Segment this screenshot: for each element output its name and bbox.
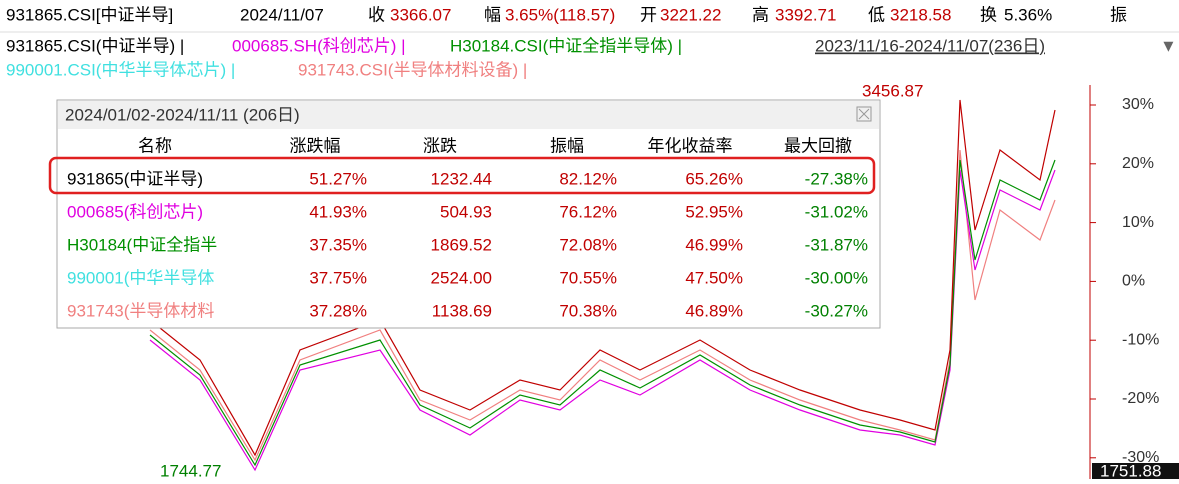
last-box (1092, 463, 1179, 479)
cell: 1232.44 (431, 169, 492, 188)
axis-tick-label: 0% (1122, 273, 1145, 290)
legend-item: 990001.CSI(中华半导体芯片) | (6, 60, 235, 79)
quote-label: 开 (640, 5, 657, 24)
axis-tick-label: 20% (1122, 155, 1154, 172)
legend-item: 000685.SH(科创芯片) | (232, 36, 406, 55)
stats-table: 名称 涨跌幅 涨跌 振幅 年化收益率 最大回撤 931865(中证半导) 51.27% 1232… (67, 136, 868, 320)
date-range[interactable]: 2023/11/16-2024/11/07(236日) (815, 36, 1045, 55)
column-header: 涨跌 (423, 136, 457, 155)
row-name: 931743(半导体材料 (67, 301, 214, 320)
popup (56, 99, 881, 329)
cell: 1869.52 (431, 235, 492, 254)
quote-label: 幅 (484, 5, 501, 24)
row-name: H30184(中证全指半 (67, 235, 217, 254)
close-icon (858, 108, 870, 120)
axis-tick-label: -20% (1122, 390, 1159, 407)
row-name: 990001(中华半导体 (67, 268, 214, 287)
cell: 37.75% (309, 268, 367, 287)
low-label: 1744.77 (160, 461, 221, 479)
cell: 46.89% (685, 301, 743, 320)
legend-item: 931743.CSI(半导体材料设备) | (298, 60, 527, 79)
row-name: 000685(科创芯片) (67, 202, 203, 221)
column-header: 涨跌幅 (290, 136, 341, 155)
legend-item: H30184.CSI(中证全指半导体) | (450, 36, 682, 55)
axis-tick-label: -10% (1122, 331, 1159, 348)
cell: -31.87% (805, 235, 868, 254)
column-header: 最大回撤 (784, 136, 852, 155)
cell: 76.12% (559, 202, 617, 221)
cell: 72.08% (559, 235, 617, 254)
cell: -31.02% (805, 202, 868, 221)
quote-label: 收 (368, 5, 385, 24)
quote-label: 高 (752, 5, 769, 24)
cell: 1138.69 (432, 301, 492, 320)
cell: 52.95% (685, 202, 743, 221)
column-header: 年化收益率 (648, 136, 733, 155)
cell: 46.99% (685, 235, 743, 254)
axis-tick-label: 30% (1122, 96, 1154, 113)
cell: -30.00% (805, 268, 868, 287)
cell: 41.93% (309, 202, 367, 221)
axis-tick-label: 10% (1122, 214, 1154, 231)
cell: 51.27% (309, 169, 367, 188)
close-button[interactable] (856, 106, 872, 122)
cell: -27.38% (805, 169, 868, 188)
y-axis: 30% 20% 10% 0% -10% -20% -30% (1090, 96, 1159, 466)
range-arrow[interactable]: ▼ (1160, 36, 1177, 55)
highlight (48, 156, 876, 195)
quote-label: 低 (868, 5, 885, 24)
quote-label: 换 (980, 5, 997, 24)
cell: 70.55% (559, 268, 617, 287)
high-label: 3456.87 (862, 81, 923, 100)
quote-value: 3392.71 (775, 5, 836, 24)
axis-tick-label: -30% (1122, 449, 1159, 466)
column-header: 振幅 (550, 136, 584, 155)
cell: 70.38% (559, 301, 617, 320)
cell: 82.12% (559, 169, 617, 188)
cell: 37.35% (309, 235, 367, 254)
cell: 65.26% (685, 169, 743, 188)
quote-value: 3366.07 (390, 5, 451, 24)
cell: 504.93 (440, 202, 492, 221)
cell: 47.50% (685, 268, 743, 287)
popup-title: 2024/01/02-2024/11/11 (206日) (65, 105, 300, 124)
quote-date: 2024/11/07 (240, 5, 324, 24)
cell: 37.28% (309, 301, 367, 320)
quote-code: 931865.CSI[中证半导] (6, 5, 173, 24)
cell: 2524.00 (431, 268, 492, 287)
quote-value: 5.36% (1004, 5, 1052, 24)
quote-tail: 振 (1110, 5, 1127, 24)
quote-value: 3218.58 (890, 5, 951, 24)
legend-item: 931865.CSI(中证半导) | (6, 36, 184, 55)
popup-header (58, 101, 879, 129)
quote-value: 3.65%(118.57) (505, 5, 615, 24)
row-name: 931865(中证半导) (67, 169, 203, 188)
quote-items: 收 3366.07 幅 3.65%(118.57) 开 3221.22 高 3392.71 低 3… (368, 5, 1052, 24)
chart-curves (149, 99, 1056, 472)
quote-value: 3221.22 (660, 5, 721, 24)
last-label: 1751.88 (1100, 461, 1161, 479)
cell: -30.27% (805, 301, 868, 320)
column-header: 名称 (138, 136, 172, 155)
